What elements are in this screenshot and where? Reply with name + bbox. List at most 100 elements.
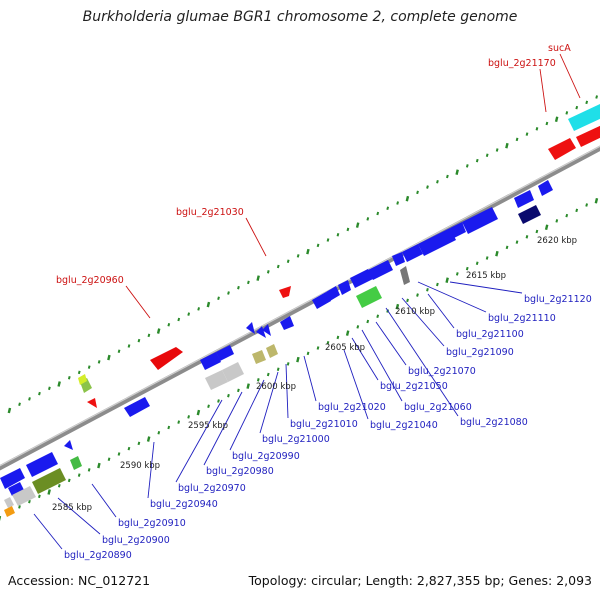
gene-feature[interactable] [280,316,294,330]
gene-label[interactable]: sucA [548,43,571,54]
gene-feature[interactable] [12,486,36,506]
tick-mark [326,340,330,345]
gene-label[interactable]: bglu_2g20980 [206,466,274,477]
gene-label[interactable]: bglu_2g21050 [380,381,448,392]
gene-label[interactable]: bglu_2g20960 [56,275,124,286]
gene-label[interactable]: bglu_2g21170 [488,58,556,69]
gene-feature[interactable] [150,347,183,370]
gene-feature[interactable] [124,397,150,417]
tick-mark [436,282,439,287]
gene-feature[interactable] [450,222,466,238]
tick-mark [585,100,589,105]
tick-mark [405,195,410,202]
gene-feature[interactable] [0,468,25,489]
tick-mark [296,254,300,258]
gene-feature[interactable] [392,252,405,266]
tick-mark [97,360,101,364]
gene-feature[interactable] [312,292,331,309]
leader-line [417,281,487,313]
gene-label[interactable]: bglu_2g21010 [290,419,358,430]
gene-feature[interactable] [216,345,234,361]
gene-label[interactable]: bglu_2g21000 [262,434,330,445]
gene-feature[interactable] [368,260,393,280]
gene-feature[interactable] [356,286,382,308]
gene-label[interactable]: bglu_2g20940 [150,499,218,510]
forward-strand-features [0,180,553,517]
gene-feature[interactable] [205,370,228,390]
gene-label[interactable]: bglu_2g21020 [318,402,386,413]
gene-feature[interactable] [338,280,351,295]
leader-line [401,297,445,347]
gene-label[interactable]: bglu_2g21080 [460,417,528,428]
gene-feature[interactable] [200,352,221,370]
gene-feature[interactable] [350,269,373,288]
gene-label[interactable]: bglu_2g21040 [370,420,438,431]
gene-feature[interactable] [400,266,410,285]
gene-feature[interactable] [4,497,14,508]
genome-summary-text: Topology: circular; Length: 2,827,355 bp… [248,573,592,588]
tick-mark [366,217,370,221]
gene-feature[interactable] [518,205,541,224]
tick-mark [475,261,479,266]
gene-label[interactable]: bglu_2g21120 [524,294,592,305]
tick-mark [544,224,549,231]
gene-feature[interactable] [266,344,278,358]
gene-feature[interactable] [26,452,58,477]
tick-mark [445,277,449,283]
reverse-gene-labels: bglu_2g20960 bglu_2g21030 bglu_2g21170 sucA [56,43,571,286]
gene-feature[interactable] [402,244,423,262]
gene-label[interactable]: bglu_2g21090 [446,347,514,358]
gene-feature[interactable] [70,456,82,470]
gene-label[interactable]: bglu_2g20900 [102,535,170,546]
tick-mark [167,425,171,430]
accession-text: Accession: NC_012721 [8,573,151,588]
gene-feature[interactable] [514,190,534,208]
leader-line [229,379,265,451]
gene-label[interactable]: bglu_2g20910 [118,518,186,529]
tick-mark [117,452,121,456]
gene-feature[interactable] [538,180,553,196]
gene-feature[interactable] [462,207,498,234]
gene-feature[interactable] [32,468,66,494]
leader-line [351,337,379,381]
gene-feature[interactable] [252,350,266,364]
gene-label[interactable]: bglu_2g21070 [408,366,476,377]
gene-feature[interactable] [64,440,73,450]
gene-feature[interactable] [78,374,87,385]
gene-feature[interactable] [256,326,266,338]
tick-mark [436,180,439,184]
tick-mark [77,473,81,477]
gene-feature[interactable] [418,228,456,256]
gene-label[interactable]: bglu_2g21100 [456,329,524,340]
tick-mark [575,208,579,213]
gene-label[interactable]: bglu_2g20990 [232,451,300,462]
gene-feature[interactable] [4,506,15,517]
tick-mark [396,201,400,205]
tick-mark [217,296,220,301]
tick-mark [237,388,240,393]
gene-label[interactable]: bglu_2g20970 [178,483,246,494]
gene-feature[interactable] [548,138,576,160]
scale-label: 2585 kbp [52,503,92,513]
gene-feature[interactable] [279,286,291,298]
gene-feature[interactable] [262,324,271,336]
gene-feature[interactable] [87,398,97,408]
tick-mark [345,330,350,336]
gene-feature[interactable] [8,482,24,496]
tick-mark [266,372,270,377]
gene-label[interactable]: bglu_2g21030 [176,207,244,218]
tick-mark [515,240,519,244]
leader-line [361,329,403,402]
gene-feature[interactable] [576,124,600,147]
gene-feature[interactable] [246,322,255,334]
gene-feature[interactable] [326,286,340,301]
tick-mark [276,264,280,269]
tick-mark [117,349,121,354]
gene-label[interactable]: bglu_2g21110 [488,313,556,324]
leader-line [91,483,117,518]
gene-label[interactable]: bglu_2g20890 [64,550,132,561]
gene-feature[interactable] [568,104,600,131]
gene-feature[interactable] [222,362,244,382]
gene-label[interactable]: bglu_2g21060 [404,402,472,413]
tick-mark [565,111,569,115]
